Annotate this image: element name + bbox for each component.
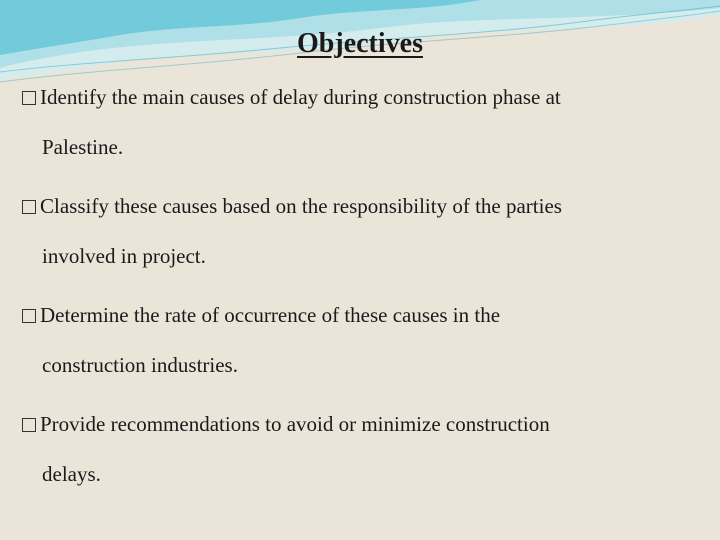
- bullet-marker-icon: [22, 91, 36, 105]
- bullet-marker-icon: [22, 200, 36, 214]
- bullet-text: Identify the main causes of delay during…: [40, 85, 561, 109]
- bullet-item: Determine the rate of occurrence of thes…: [22, 300, 698, 381]
- bullet-list: Identify the main causes of delay during…: [0, 60, 720, 490]
- bullet-item: Identify the main causes of delay during…: [22, 82, 698, 163]
- bullet-marker-icon: [22, 418, 36, 432]
- bullet-text-cont: involved in project.: [22, 241, 698, 273]
- bullet-text-cont: construction industries.: [22, 350, 698, 382]
- bullet-marker-icon: [22, 309, 36, 323]
- bullet-text: Classify these causes based on the respo…: [40, 194, 562, 218]
- bullet-text-cont: delays.: [22, 459, 698, 491]
- slide-title: Objectives: [0, 0, 720, 60]
- bullet-text: Determine the rate of occurrence of thes…: [40, 303, 500, 327]
- bullet-item: Classify these causes based on the respo…: [22, 191, 698, 272]
- bullet-item: Provide recommendations to avoid or mini…: [22, 409, 698, 490]
- bullet-text-cont: Palestine.: [22, 132, 698, 164]
- bullet-text: Provide recommendations to avoid or mini…: [40, 412, 550, 436]
